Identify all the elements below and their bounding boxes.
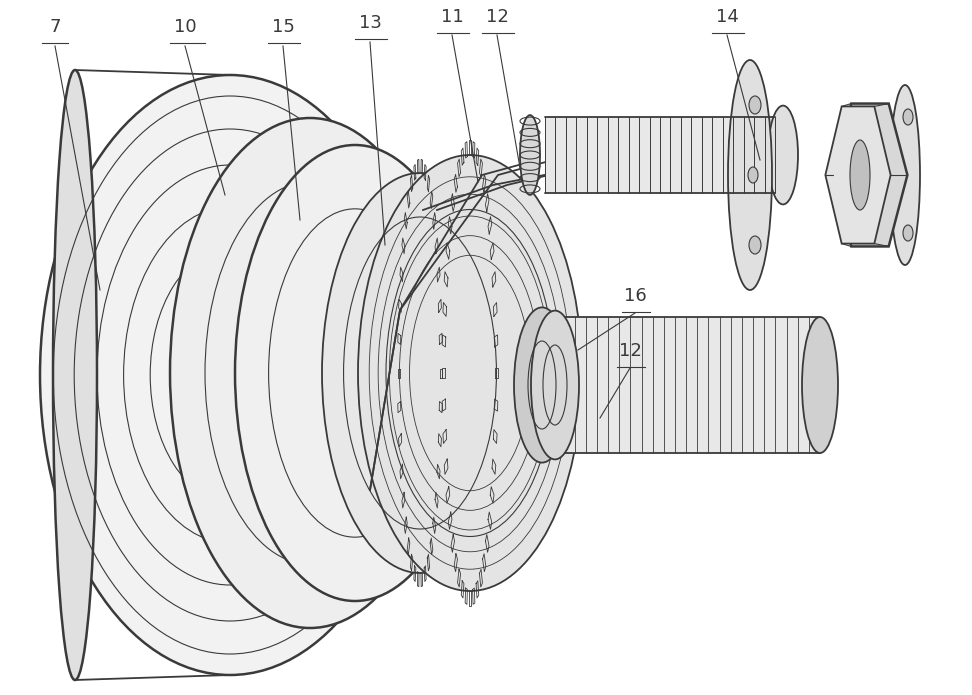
Ellipse shape (850, 140, 870, 210)
Text: 11: 11 (440, 8, 464, 26)
Polygon shape (833, 104, 908, 247)
Ellipse shape (520, 115, 540, 195)
Ellipse shape (235, 145, 475, 601)
Text: 7: 7 (50, 18, 61, 36)
Ellipse shape (356, 500, 364, 515)
Ellipse shape (903, 225, 913, 241)
Text: 10: 10 (174, 18, 196, 36)
Text: 16: 16 (624, 287, 646, 305)
Text: 12: 12 (618, 342, 642, 360)
Ellipse shape (305, 224, 315, 240)
Ellipse shape (203, 277, 213, 293)
Ellipse shape (247, 277, 257, 293)
Ellipse shape (40, 75, 420, 675)
Text: 12: 12 (486, 8, 508, 26)
Ellipse shape (802, 317, 838, 453)
Ellipse shape (768, 106, 798, 204)
Text: 14: 14 (715, 8, 739, 26)
Ellipse shape (531, 311, 579, 459)
Ellipse shape (225, 547, 235, 563)
Ellipse shape (358, 155, 582, 591)
Ellipse shape (749, 96, 761, 114)
Ellipse shape (312, 500, 323, 516)
Polygon shape (545, 117, 775, 193)
Ellipse shape (514, 307, 570, 463)
Ellipse shape (53, 70, 97, 680)
Ellipse shape (325, 378, 332, 392)
Polygon shape (530, 317, 820, 453)
Ellipse shape (728, 60, 772, 290)
Text: 15: 15 (271, 18, 295, 36)
Ellipse shape (749, 236, 761, 254)
Ellipse shape (351, 229, 359, 243)
Ellipse shape (748, 167, 758, 183)
Ellipse shape (322, 173, 518, 573)
Ellipse shape (903, 109, 913, 125)
Text: 13: 13 (359, 14, 381, 32)
Polygon shape (825, 106, 890, 243)
Ellipse shape (170, 118, 450, 628)
Ellipse shape (890, 85, 920, 265)
